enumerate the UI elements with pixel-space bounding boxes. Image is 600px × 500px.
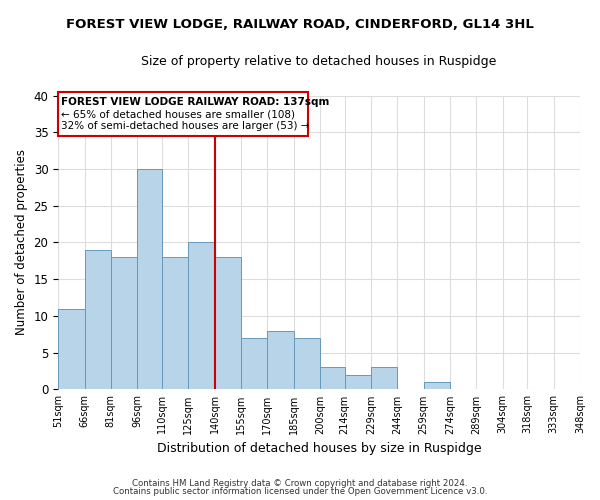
Text: 32% of semi-detached houses are larger (53) →: 32% of semi-detached houses are larger (… <box>61 122 309 132</box>
Bar <box>111 257 137 390</box>
Text: FOREST VIEW LODGE, RAILWAY ROAD, CINDERFORD, GL14 3HL: FOREST VIEW LODGE, RAILWAY ROAD, CINDERF… <box>66 18 534 30</box>
Bar <box>215 257 241 390</box>
Bar <box>241 338 267 390</box>
Text: Contains public sector information licensed under the Open Government Licence v3: Contains public sector information licen… <box>113 487 487 496</box>
FancyBboxPatch shape <box>58 92 308 136</box>
Bar <box>424 382 450 390</box>
Bar <box>293 338 320 390</box>
Y-axis label: Number of detached properties: Number of detached properties <box>15 150 28 336</box>
Bar <box>344 374 371 390</box>
Bar <box>188 242 215 390</box>
Text: ← 65% of detached houses are smaller (108): ← 65% of detached houses are smaller (10… <box>61 110 295 120</box>
Text: FOREST VIEW LODGE RAILWAY ROAD: 137sqm: FOREST VIEW LODGE RAILWAY ROAD: 137sqm <box>61 97 329 107</box>
Bar <box>58 308 85 390</box>
Bar <box>320 368 344 390</box>
Bar <box>267 330 293 390</box>
Bar <box>162 257 188 390</box>
X-axis label: Distribution of detached houses by size in Ruspidge: Distribution of detached houses by size … <box>157 442 481 455</box>
Bar <box>137 169 162 390</box>
Text: Contains HM Land Registry data © Crown copyright and database right 2024.: Contains HM Land Registry data © Crown c… <box>132 478 468 488</box>
Title: Size of property relative to detached houses in Ruspidge: Size of property relative to detached ho… <box>142 55 497 68</box>
Bar <box>371 368 397 390</box>
Bar <box>85 250 111 390</box>
